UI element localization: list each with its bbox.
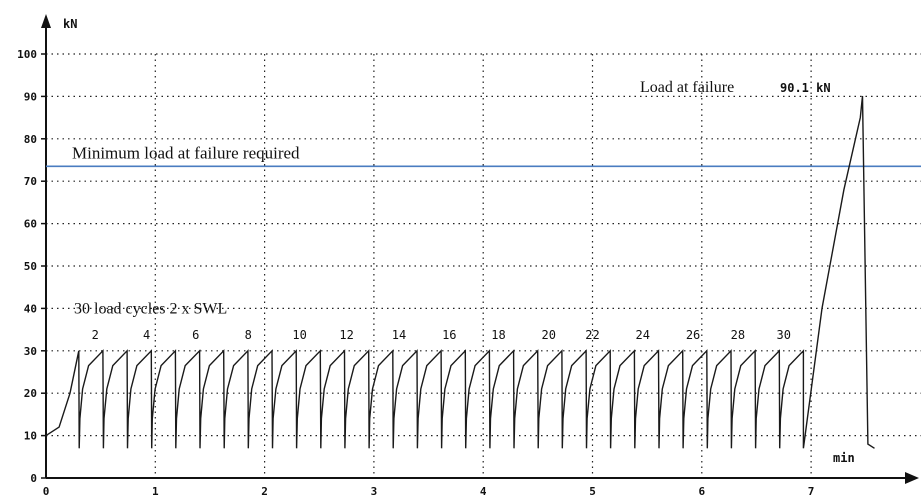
x-axis-arrow: [905, 472, 919, 484]
cycle-number-label: 30: [777, 328, 791, 342]
x-tick-label: 7: [808, 485, 815, 498]
y-tick-label: 50: [24, 260, 37, 273]
cycle-number-label: 12: [339, 328, 353, 342]
y-tick-label: 90: [24, 90, 37, 103]
load-curve-line: [45, 95, 875, 449]
minimum-load-label: Minimum load at failure required: [72, 143, 300, 162]
x-tick-label: 3: [371, 485, 378, 498]
x-tick-label: 1: [152, 485, 159, 498]
y-tick-label: 70: [24, 175, 37, 188]
grid-lines: [46, 53, 921, 478]
y-tick-labels: 0 10 20 30 40 50 60 70 80 90 100: [17, 48, 46, 485]
cycle-number-label: 2: [92, 328, 99, 342]
y-tick-label: 40: [24, 302, 37, 315]
cycle-number-label: 8: [245, 328, 252, 342]
cycle-number-labels: 2 4 6 8 10 12 14 16 18 20 22 24 26 28 30: [92, 328, 791, 342]
y-tick-label: 80: [24, 133, 37, 146]
y-tick-label: 30: [24, 345, 37, 358]
y-tick-label: 10: [24, 430, 37, 443]
x-tick-label: 2: [261, 485, 268, 498]
cycles-annotation: 30 load cycles 2 x SWL: [74, 300, 227, 317]
failure-value-label: 90.1 kN: [780, 81, 831, 95]
cycle-number-label: 20: [542, 328, 556, 342]
x-tick-labels: 0 1 2 3 4 5 6 7: [43, 485, 815, 498]
y-axis-arrow: [41, 14, 51, 28]
x-tick-label: 4: [480, 485, 487, 498]
y-tick-label: 100: [17, 48, 37, 61]
failure-annotation-label: Load at failure: [640, 79, 734, 96]
x-unit-label: min: [833, 451, 855, 465]
cycle-number-label: 6: [192, 328, 199, 342]
y-tick-label: 0: [30, 472, 37, 485]
cycle-number-label: 14: [392, 328, 406, 342]
y-tick-label: 20: [24, 387, 37, 400]
cycle-number-label: 22: [585, 328, 599, 342]
y-tick-label: 60: [24, 218, 37, 231]
x-tick-label: 5: [589, 485, 596, 498]
cycle-number-label: 16: [442, 328, 456, 342]
cycle-number-label: 4: [143, 328, 150, 342]
cycle-number-label: 24: [636, 328, 650, 342]
x-tick-label: 0: [43, 485, 50, 498]
cycle-number-label: 18: [491, 328, 505, 342]
x-tick-label: 6: [698, 485, 705, 498]
cycle-number-label: 26: [686, 328, 700, 342]
cycle-number-label: 28: [731, 328, 745, 342]
y-unit-label: kN: [63, 17, 77, 31]
cycle-number-label: 10: [292, 328, 306, 342]
